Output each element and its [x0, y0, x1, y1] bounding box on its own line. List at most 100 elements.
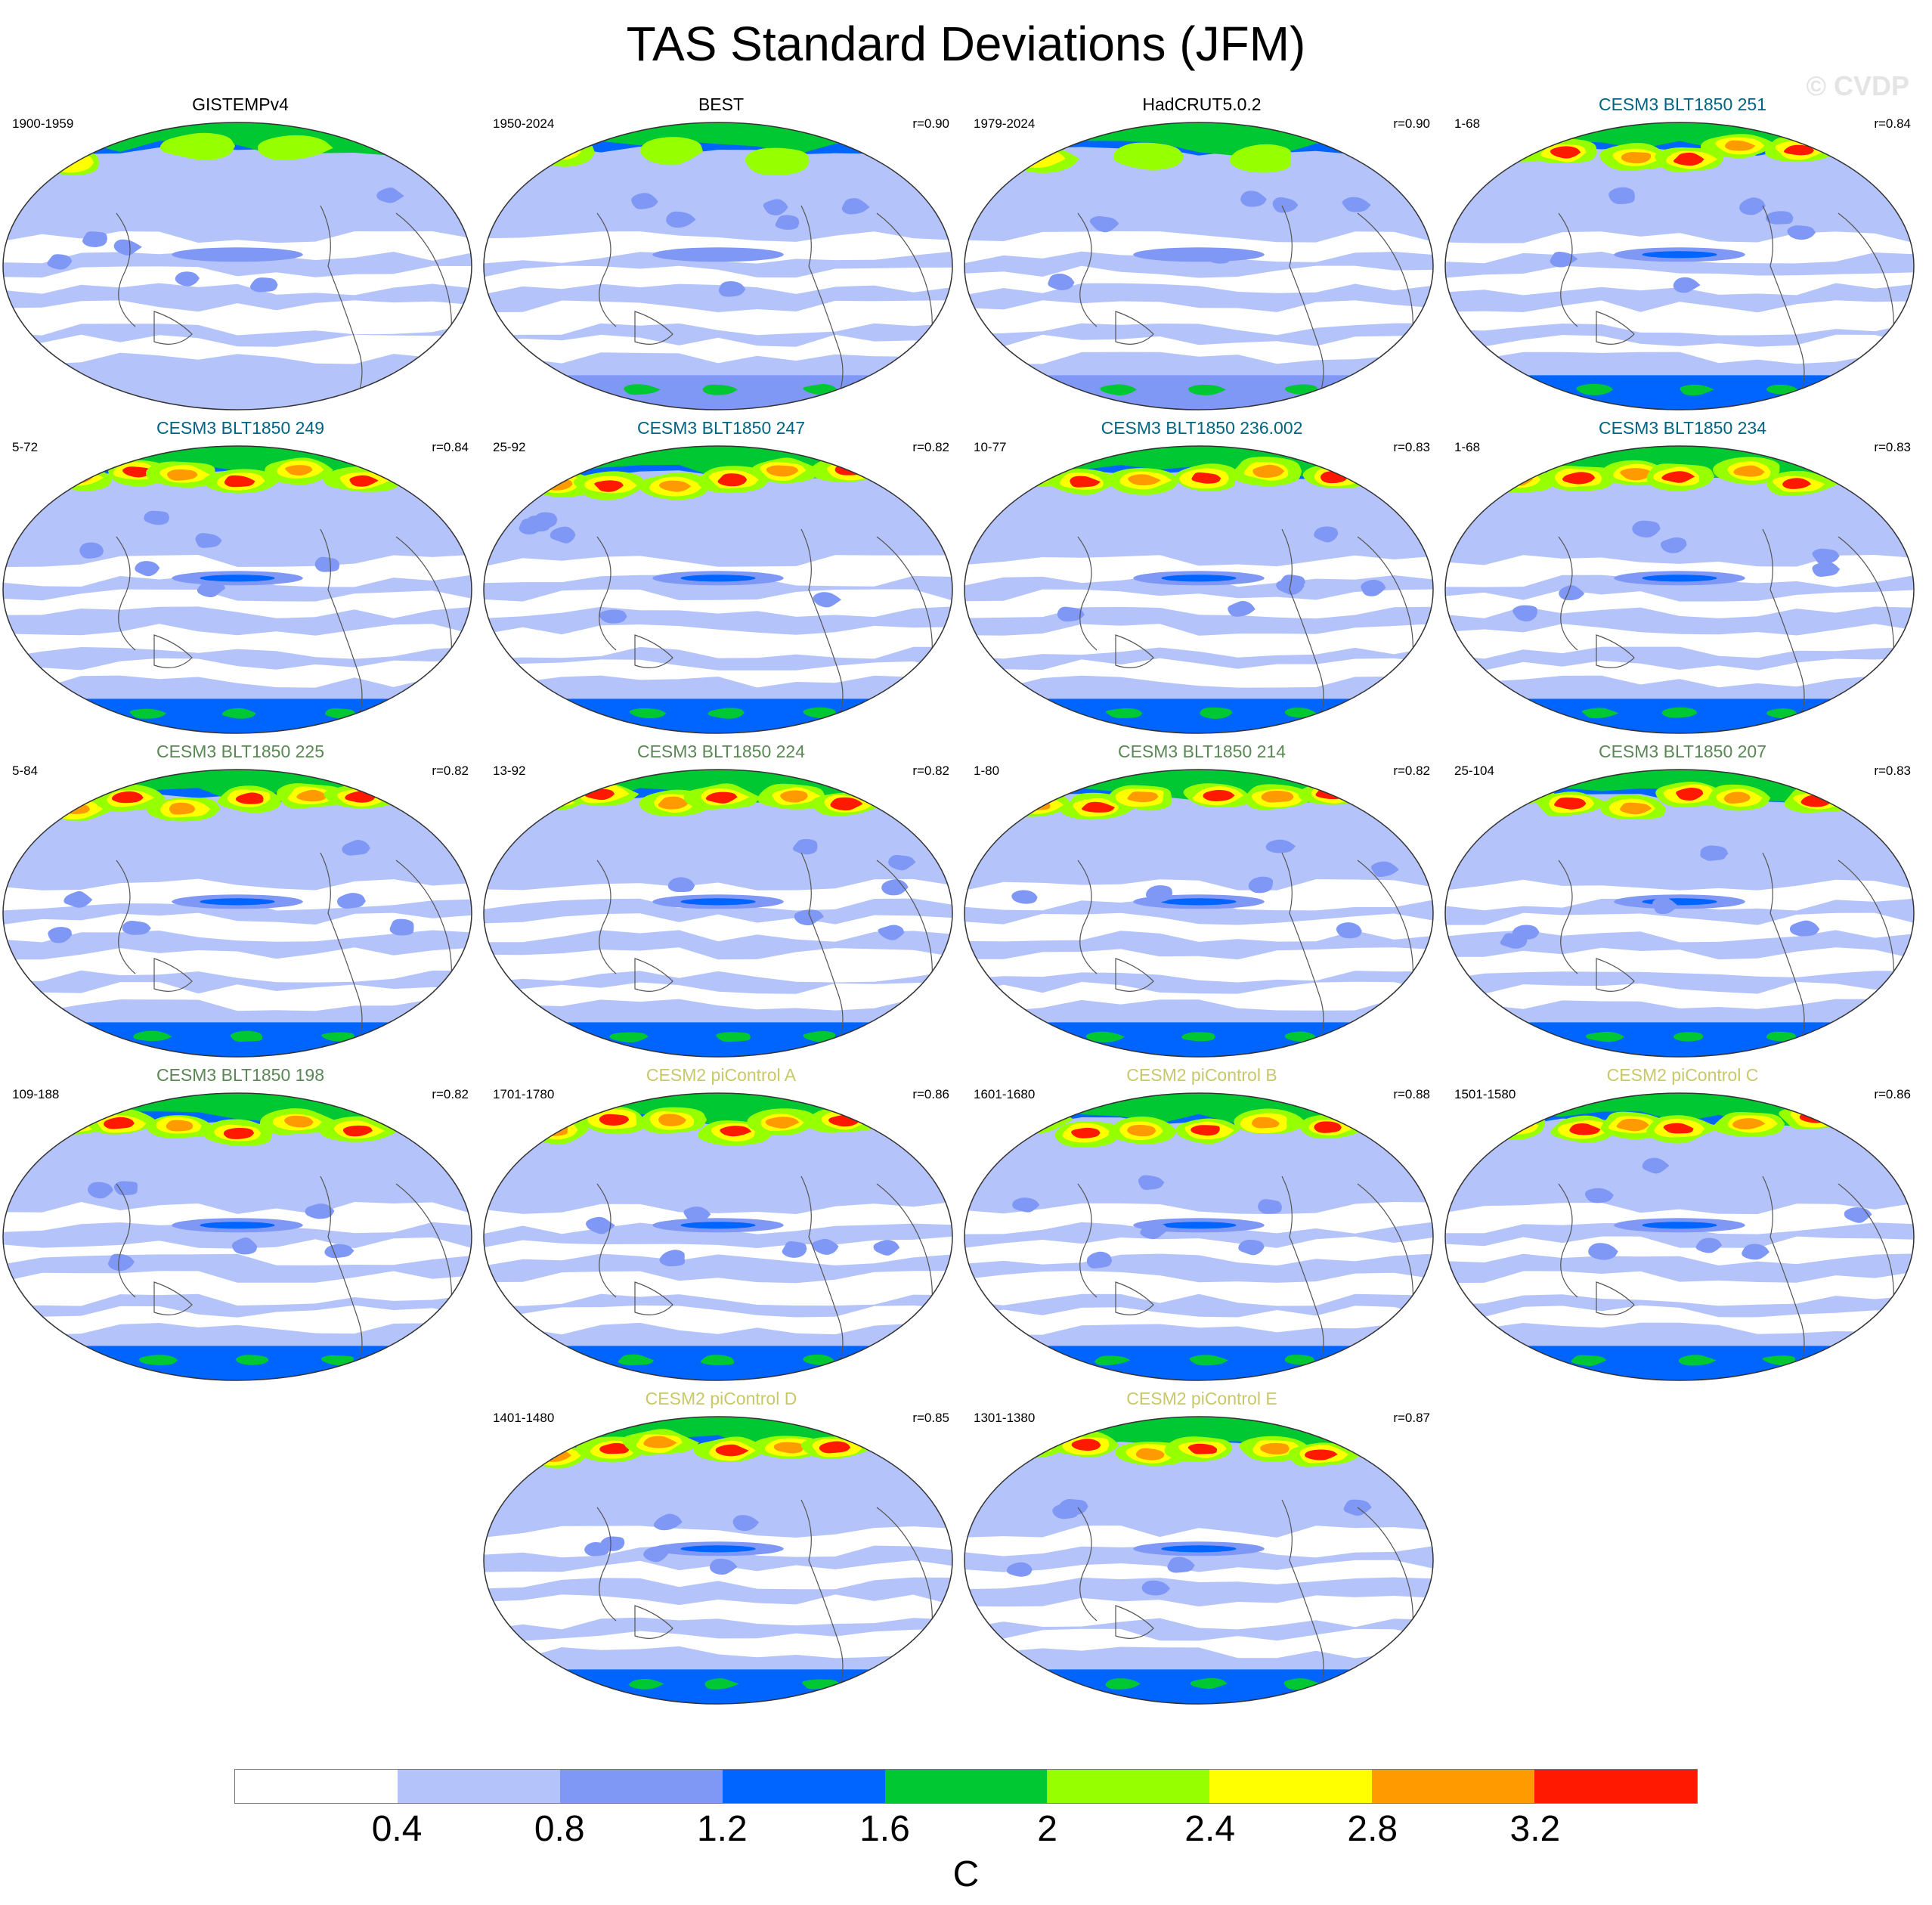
cvdp-watermark: © CVDP	[1806, 70, 1909, 101]
northern-band-1.6	[964, 122, 1433, 156]
map-outline	[2, 769, 472, 1058]
high-variance-blob-3.2	[235, 792, 264, 804]
continental-variance-patch	[1240, 190, 1267, 207]
panel-years: 1-68	[1454, 440, 1481, 454]
low-variance-band	[964, 555, 1433, 587]
colorbar-tick: 0.8	[534, 1809, 585, 1849]
equatorial-pacific-core	[1161, 898, 1237, 906]
low-variance-band	[484, 624, 952, 659]
low-variance-band	[1445, 1271, 1914, 1306]
continental-variance-patch	[643, 1546, 669, 1563]
high-variance-blob-2.4	[1229, 144, 1292, 173]
map-panel: CESM3 BLT1850 207 25-104 r=0.83	[1442, 738, 1923, 1058]
continental-variance-patch	[1700, 845, 1729, 861]
high-variance-blob-3.2	[541, 791, 571, 804]
continental-variance-patch	[709, 1558, 738, 1575]
antarctic-field	[1445, 375, 1914, 410]
antarctic-high-variance	[629, 1678, 664, 1690]
high-variance-blob-3.2	[1314, 1121, 1342, 1133]
panel-pattern-correlation: r=0.87	[1393, 1411, 1430, 1425]
panel-years: 1501-1580	[1454, 1087, 1516, 1101]
ocean-base-field	[484, 770, 952, 1057]
high-variance-blob-3.2	[1673, 152, 1704, 166]
high-variance-blob-3.2	[766, 465, 799, 477]
high-variance-blob-3.2	[285, 465, 313, 476]
high-variance-blob-3.2	[659, 480, 692, 492]
continental-variance-patch	[1011, 890, 1038, 904]
continental-variance-patch	[88, 1182, 113, 1199]
low-variance-band	[1445, 981, 1914, 1011]
continental-variance-patch	[763, 199, 788, 215]
continental-variance-patch	[666, 211, 696, 228]
low-variance-band	[484, 555, 952, 587]
high-variance-blob-2.4	[745, 147, 810, 175]
map-outline	[2, 122, 472, 410]
continental-variance-patch	[1512, 605, 1537, 622]
map-outline	[1444, 769, 1915, 1058]
colorbar-swatch	[1047, 1770, 1210, 1803]
low-variance-band	[484, 300, 952, 336]
panel-pattern-correlation: r=0.83	[1874, 764, 1911, 778]
map-outline	[1444, 1092, 1915, 1381]
map-outline	[483, 445, 953, 734]
panel-years: 1950-2024	[493, 116, 555, 131]
panel-title: CESM3 BLT1850 251	[1598, 94, 1767, 114]
map-outline	[483, 769, 953, 1058]
high-variance-blob-3.2	[223, 1127, 255, 1139]
global-map	[2, 769, 472, 1058]
colorbar-swatch	[559, 1770, 723, 1803]
equatorial-pacific-core	[200, 575, 275, 582]
panel-pattern-correlation: r=0.86	[1874, 1087, 1911, 1101]
antarctic-high-variance	[133, 1030, 172, 1042]
global-map	[483, 1416, 953, 1705]
high-variance-blob-3.2	[1128, 474, 1161, 486]
continental-variance-patch	[1272, 197, 1299, 213]
low-variance-band	[1445, 1305, 1914, 1334]
low-variance-band	[484, 265, 952, 295]
equatorial-pacific-band	[172, 247, 303, 262]
colorbar-unit-label: C	[952, 1854, 980, 1894]
high-variance-blob-3.2	[1562, 472, 1596, 485]
colorbar-swatch	[1534, 1770, 1698, 1803]
panel-pattern-correlation: r=0.84	[1874, 116, 1911, 131]
high-variance-blob-3.2	[658, 796, 689, 810]
panel-title: CESM2 piControl C	[1606, 1065, 1759, 1085]
antarctic-field	[3, 1346, 472, 1380]
global-map	[2, 445, 472, 734]
high-variance-blob-3.2	[1500, 787, 1531, 800]
continental-variance-patch	[792, 838, 818, 855]
low-variance-band	[484, 1560, 952, 1590]
panel-title: CESM3 BLT1850 236.002	[1101, 418, 1303, 438]
map-panel: CESM3 BLT1850 225 5-84 r=0.82	[0, 738, 481, 1058]
panel-pattern-correlation: r=0.86	[912, 1087, 949, 1101]
antarctic-high-variance	[230, 1030, 263, 1042]
low-variance-band	[3, 1202, 472, 1234]
continental-variance-patch	[1361, 579, 1386, 596]
high-variance-blob-3.2	[773, 1442, 803, 1454]
antarctic-high-variance	[624, 384, 661, 395]
continental-variance-patch	[231, 1237, 258, 1255]
high-variance-blob-3.2	[830, 797, 863, 811]
panel-title: CESM2 piControl E	[1126, 1389, 1277, 1408]
continental-variance-patch	[1787, 225, 1816, 240]
low-variance-band	[1445, 658, 1914, 688]
map-panel: CESM3 BLT1850 198 109-188 r=0.82	[0, 1061, 481, 1381]
continental-variance-patch	[1588, 1243, 1618, 1260]
low-variance-band	[484, 1271, 952, 1306]
continental-variance-patch	[1812, 548, 1840, 565]
high-variance-blob-3.2	[122, 466, 153, 478]
low-variance-band	[1445, 300, 1914, 336]
colorbar-swatch	[722, 1770, 885, 1803]
continental-variance-patch	[1632, 520, 1661, 537]
low-variance-band	[484, 1305, 952, 1335]
low-variance-band	[3, 589, 472, 618]
panel-title: CESM3 BLT1850 234	[1598, 418, 1767, 438]
low-variance-band	[1445, 624, 1914, 659]
high-variance-blob-3.2	[1187, 1443, 1218, 1454]
global-map	[1444, 769, 1915, 1058]
panel-pattern-correlation: r=0.88	[1393, 1087, 1430, 1101]
continental-variance-patch	[683, 1206, 711, 1222]
low-variance-band	[964, 300, 1433, 336]
antarctic-high-variance	[1284, 384, 1317, 395]
continental-variance-patch	[135, 561, 160, 577]
